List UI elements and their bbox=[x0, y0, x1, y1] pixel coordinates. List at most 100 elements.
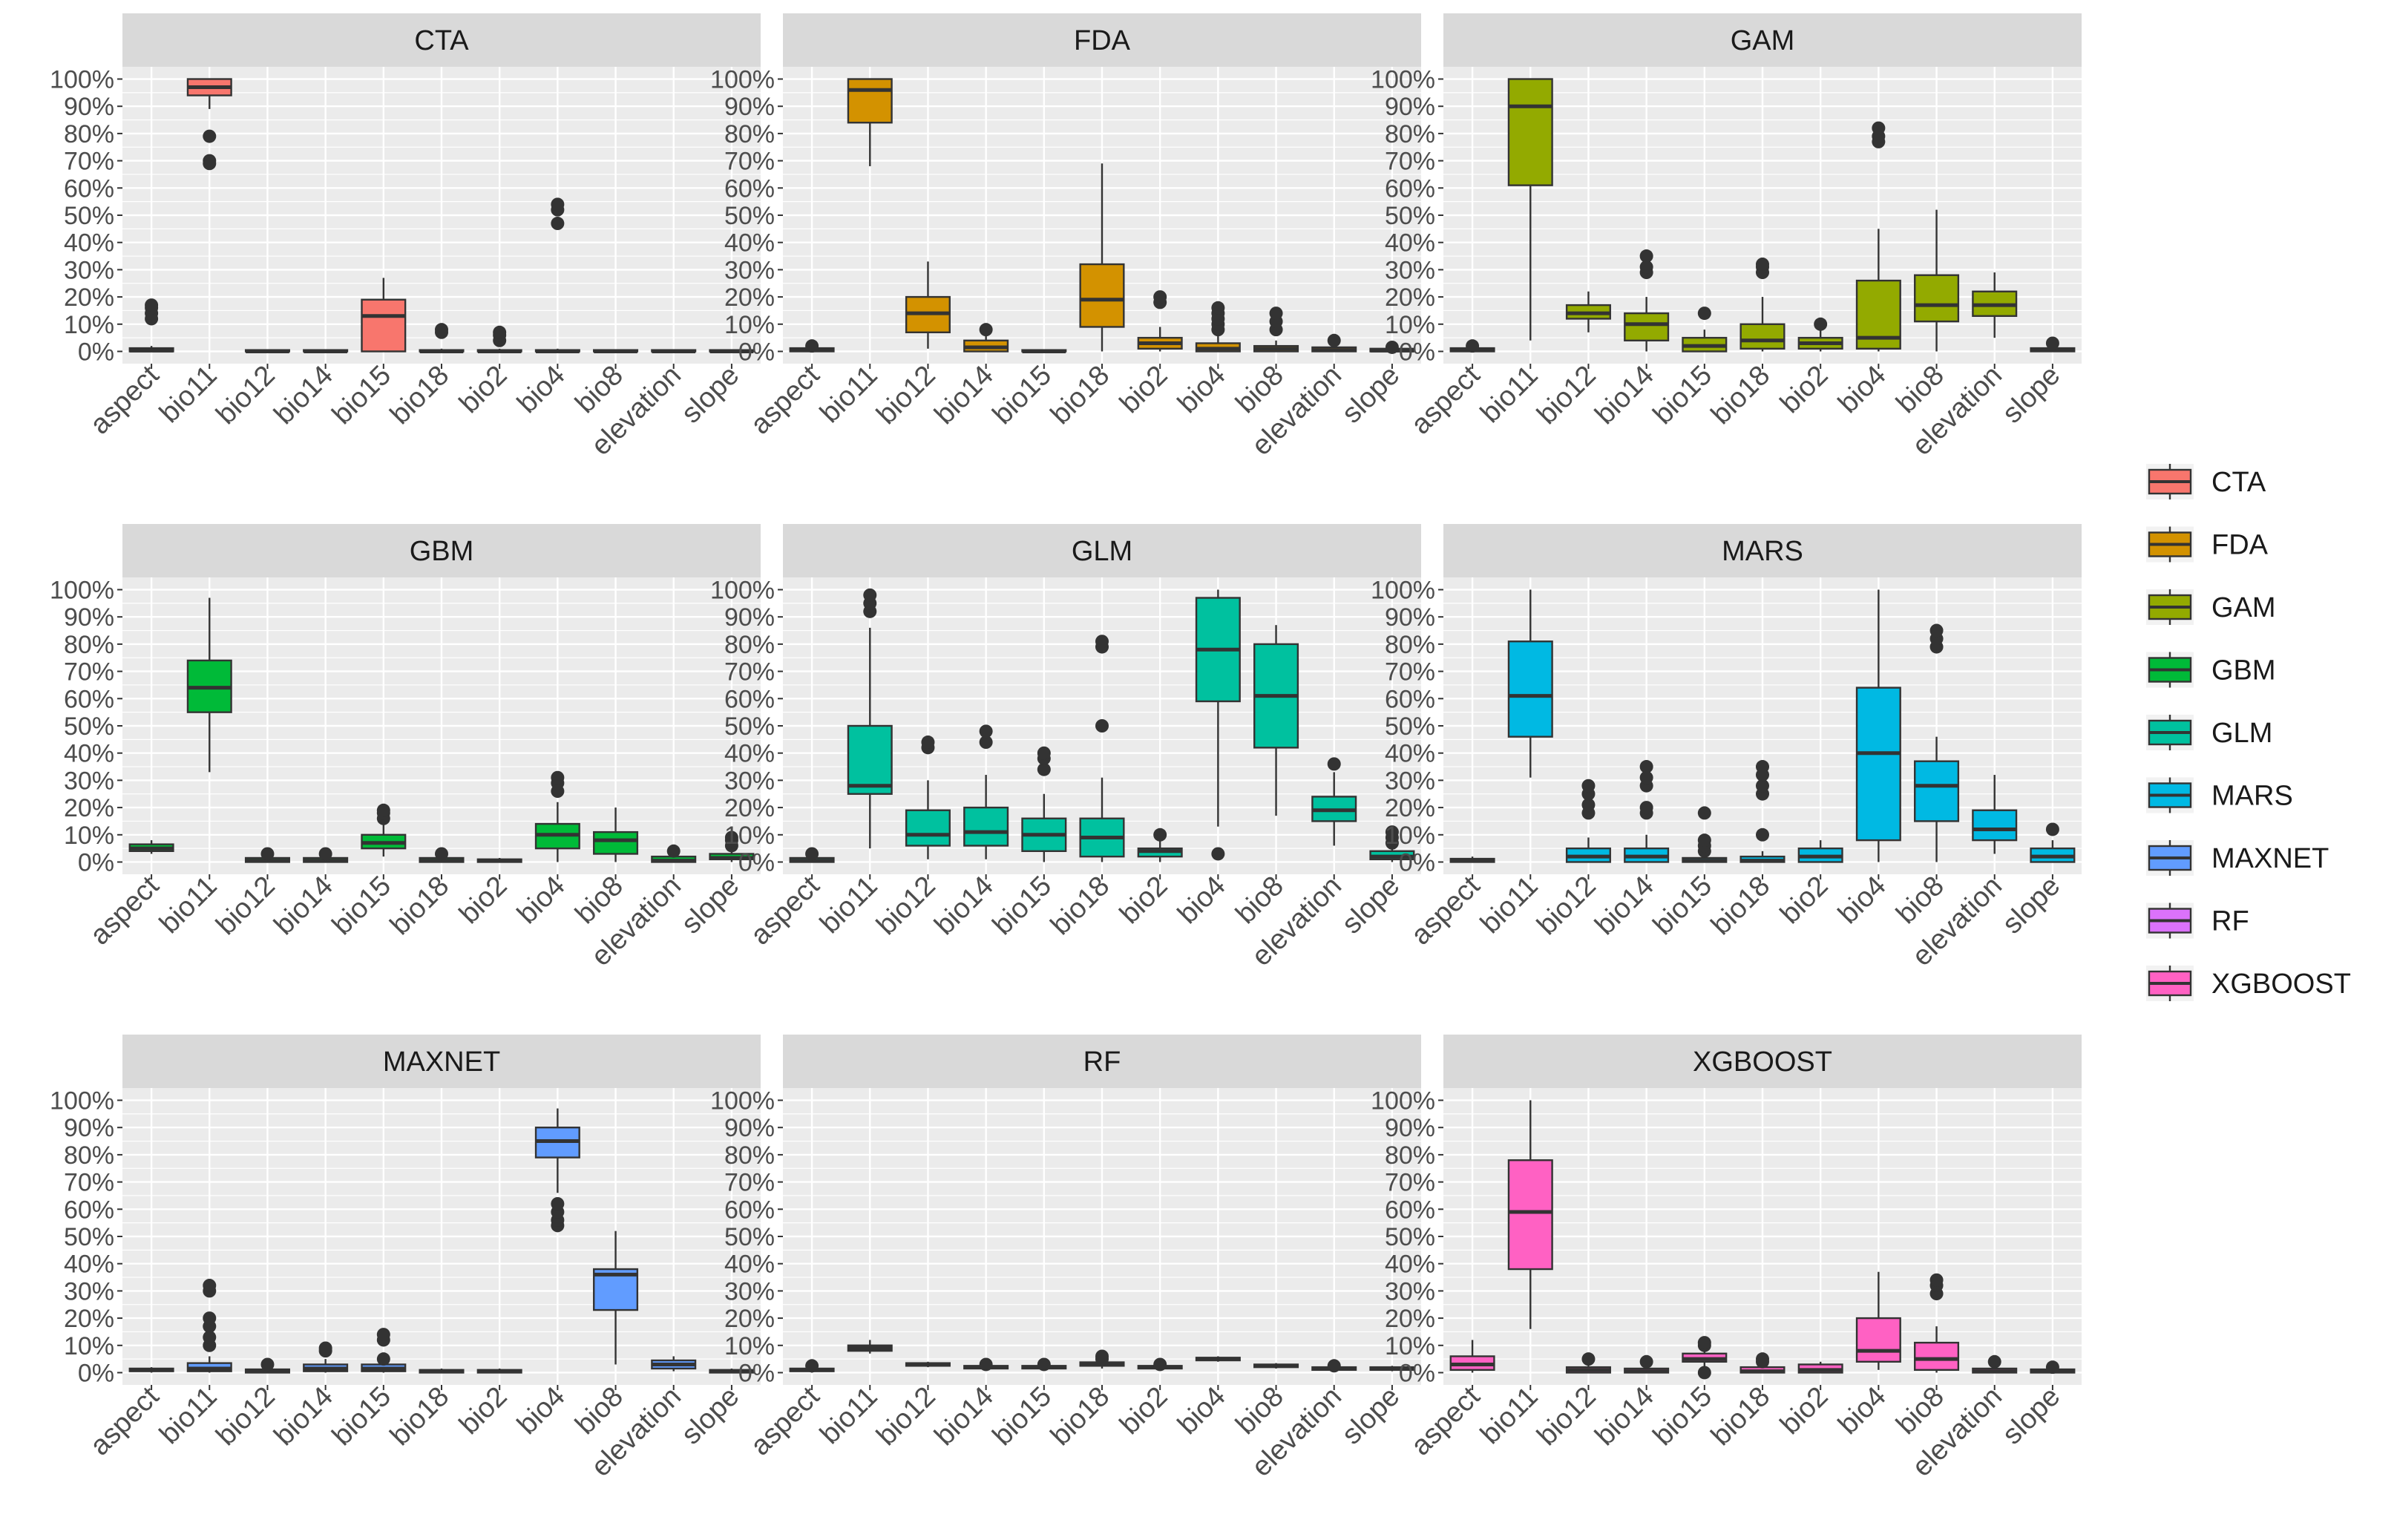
panel-title-rf: RF bbox=[1083, 1046, 1121, 1078]
box-maxnet-slope bbox=[709, 1368, 755, 1374]
box-mars-bio11 bbox=[1507, 589, 1553, 778]
y-tick-label: 40% bbox=[1385, 740, 1435, 768]
box-fda-bio4 bbox=[1195, 301, 1241, 353]
box-maxnet-aspect bbox=[128, 1367, 174, 1373]
legend-item-maxnet: MAXNET bbox=[2146, 840, 2329, 876]
box-gam-bio14 bbox=[1624, 249, 1670, 352]
box-fda-bio14 bbox=[963, 323, 1009, 353]
y-tick-label: 80% bbox=[1385, 1141, 1435, 1170]
box-xgboost-aspect bbox=[1449, 1340, 1495, 1373]
box-gam-bio11 bbox=[1507, 78, 1553, 341]
outlier-point bbox=[1095, 719, 1109, 733]
outlier-point bbox=[1639, 801, 1653, 815]
panel-strip-maxnet bbox=[122, 1035, 761, 1088]
x-tick-label: slope bbox=[1996, 1381, 2066, 1451]
outlier-point bbox=[145, 298, 159, 312]
panel-gam: GAM 0%10%20%30%40%50%60%70%80%90%100% aspe… bbox=[1371, 13, 2082, 462]
box-gam-bio8 bbox=[1914, 209, 1960, 352]
box-body bbox=[1972, 809, 2018, 842]
outlier-point bbox=[376, 803, 390, 817]
outlier-point bbox=[435, 323, 448, 337]
y-tick-label: 0% bbox=[1399, 848, 1435, 877]
box-glm-bio8 bbox=[1253, 625, 1299, 816]
outlier-point bbox=[1153, 828, 1167, 842]
box-gbm-elevation bbox=[651, 844, 697, 863]
outlier-point bbox=[1037, 1357, 1051, 1372]
outlier-point bbox=[203, 1279, 217, 1293]
box-fda-aspect bbox=[789, 339, 835, 353]
x-tick-label: bio2 bbox=[1774, 360, 1834, 419]
box-fda-bio8 bbox=[1253, 307, 1299, 353]
y-tick-label: 20% bbox=[1385, 794, 1435, 822]
y-tick-label: 90% bbox=[64, 603, 114, 632]
panel-glm: GLM 0%10%20%30%40%50%60%70%80%90%100% aspe… bbox=[710, 524, 1421, 972]
y-tick-label: 30% bbox=[64, 256, 114, 284]
y-tick-label: 70% bbox=[1385, 658, 1435, 687]
box-mars-bio18 bbox=[1739, 760, 1786, 863]
x-tick-label: aspect bbox=[1406, 359, 1486, 440]
y-tick-label: 90% bbox=[1385, 1114, 1435, 1142]
outlier-point bbox=[1385, 825, 1399, 839]
x-tick-label: bio18 bbox=[1045, 1381, 1115, 1452]
x-tick-label: bio15 bbox=[327, 360, 397, 430]
y-tick-label: 100% bbox=[1371, 1087, 1435, 1115]
legend-label-cta: CTA bbox=[2211, 467, 2266, 498]
box-cta-bio11 bbox=[186, 78, 232, 171]
y-tick-label: 50% bbox=[724, 712, 775, 741]
outlier-point bbox=[551, 770, 565, 784]
outlier-point bbox=[1697, 1336, 1711, 1350]
outlier-point bbox=[979, 323, 993, 337]
y-tick-label: 30% bbox=[1385, 767, 1435, 795]
box-xgboost-bio15 bbox=[1682, 1336, 1728, 1380]
box-rf-bio14 bbox=[963, 1357, 1009, 1372]
outlier-point bbox=[1153, 1357, 1167, 1372]
x-tick-label: slope bbox=[675, 871, 745, 940]
box-glm-bio14 bbox=[963, 724, 1009, 859]
y-tick-label: 50% bbox=[1385, 202, 1435, 230]
box-rf-bio4 bbox=[1195, 1356, 1241, 1362]
outlier-point bbox=[376, 1352, 390, 1366]
box-gbm-aspect bbox=[128, 840, 174, 854]
x-tick-label: bio18 bbox=[384, 871, 455, 941]
x-tick-label: bio14 bbox=[269, 360, 339, 430]
x-tick-label: bio14 bbox=[929, 1381, 1000, 1452]
legend-item-gam: GAM bbox=[2146, 589, 2276, 625]
x-tick-label: bio11 bbox=[814, 1381, 883, 1450]
box-cta-slope bbox=[709, 349, 755, 353]
box-rf-bio18 bbox=[1079, 1349, 1125, 1369]
y-tick-label: 50% bbox=[64, 202, 114, 230]
y-tick-label: 100% bbox=[710, 1087, 775, 1115]
panel-strip-mars bbox=[1443, 524, 2082, 577]
outlier-point bbox=[1327, 333, 1341, 347]
outlier-point bbox=[2045, 336, 2059, 350]
box-fda-bio11 bbox=[847, 78, 893, 166]
box-xgboost-elevation bbox=[1972, 1354, 2018, 1374]
box-body bbox=[1914, 1341, 1960, 1372]
box-maxnet-bio14 bbox=[303, 1341, 349, 1373]
y-tick-label: 60% bbox=[1385, 174, 1435, 203]
outlier-point bbox=[1095, 635, 1109, 649]
outlier-point bbox=[1697, 833, 1711, 848]
y-tick-label: 100% bbox=[710, 577, 775, 605]
y-tick-label: 20% bbox=[1385, 1305, 1435, 1333]
y-tick-label: 80% bbox=[724, 120, 775, 148]
outlier-point bbox=[1756, 1352, 1769, 1366]
y-tick-label: 50% bbox=[64, 712, 114, 741]
y-tick-label: 70% bbox=[724, 1169, 775, 1197]
box-xgboost-bio4 bbox=[1855, 1271, 1901, 1370]
y-tick-label: 80% bbox=[724, 1141, 775, 1170]
outlier-point bbox=[2045, 822, 2059, 836]
x-tick-label: slope bbox=[675, 360, 745, 430]
box-fda-bio2 bbox=[1137, 290, 1183, 352]
y-tick-label: 80% bbox=[64, 631, 114, 659]
outlier-point bbox=[260, 1357, 275, 1372]
panel-strip-gbm bbox=[122, 524, 761, 577]
x-tick-label: slope bbox=[1996, 360, 2066, 430]
y-tick-label: 10% bbox=[1385, 822, 1435, 850]
box-rf-bio11 bbox=[847, 1340, 893, 1354]
x-tick-label: aspect bbox=[745, 1380, 826, 1461]
box-cta-bio2 bbox=[476, 325, 522, 353]
outlier-point bbox=[551, 197, 565, 212]
y-tick-label: 0% bbox=[738, 1359, 775, 1387]
box-rf-bio2 bbox=[1137, 1357, 1183, 1372]
